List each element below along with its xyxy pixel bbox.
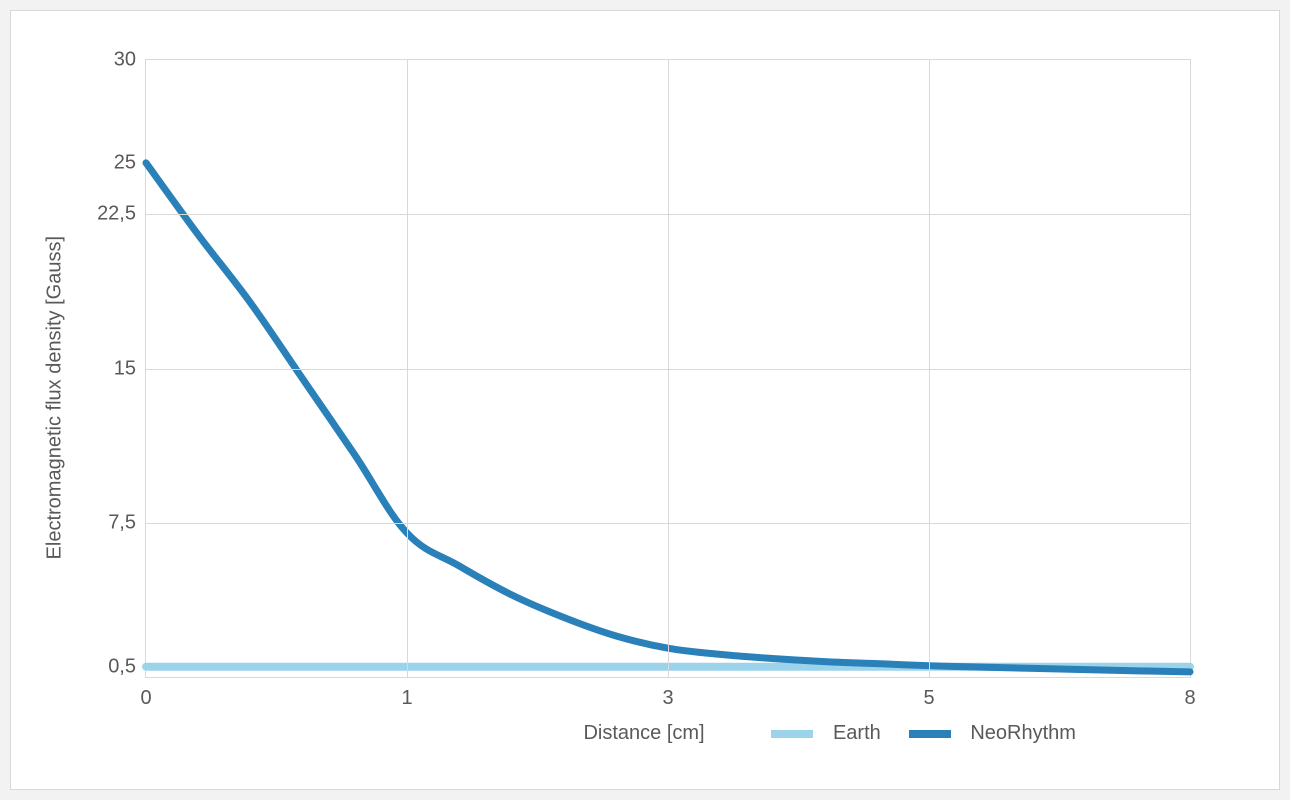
legend-item-earth: Earth (771, 722, 880, 745)
x-tick: 5 (923, 687, 934, 710)
y-tick: 7,5 (108, 511, 136, 534)
x-tick: 1 (401, 687, 412, 710)
plot-area: 302522,5157,50,501358 (145, 59, 1191, 678)
y-tick: 22,5 (97, 203, 136, 226)
legend-swatch-earth (771, 730, 813, 738)
y-tick: 30 (114, 49, 136, 72)
legend-swatch-neorhythm (909, 730, 951, 738)
page-outer: Electromagnetic flux density [Gauss] 302… (0, 0, 1290, 800)
x-tick: 3 (662, 687, 673, 710)
legend-label-neorhythm: NeoRhythm (970, 722, 1076, 744)
legend: Earth NeoRhythm (771, 722, 1076, 745)
legend-label-earth: Earth (833, 722, 881, 744)
chart-frame: Electromagnetic flux density [Gauss] 302… (10, 10, 1280, 790)
legend-item-neorhythm: NeoRhythm (909, 722, 1076, 745)
y-tick: 25 (114, 151, 136, 174)
y-tick: 15 (114, 357, 136, 380)
x-tick: 0 (140, 687, 151, 710)
x-tick: 8 (1184, 687, 1195, 710)
y-axis-label: Electromagnetic flux density [Gauss] (44, 236, 67, 559)
x-axis-label: Distance [cm] (583, 722, 704, 745)
y-tick: 0,5 (108, 655, 136, 678)
